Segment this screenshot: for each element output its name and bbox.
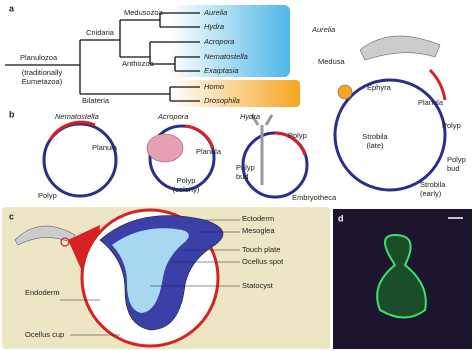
cycle-arrow-red [274,131,307,156]
panel-label: b [9,109,15,119]
root-label: Planulozoa [20,53,58,62]
stage-label: Polyp [288,131,307,140]
statocyst-shape [112,228,189,313]
stage-label: Planula [418,98,444,107]
cycle-title: Acropora [157,112,188,121]
cycle-arrow [148,124,216,192]
root-note: (traditionally [22,68,63,77]
panel-label: a [9,3,15,13]
stage-label: (colony) [173,185,200,194]
taxon: Homo [204,82,224,91]
panel-label: d [338,213,344,223]
medusa-icon [359,35,441,61]
cycle-arrow-red [428,68,447,101]
stage-label: Embryotheca [292,193,337,202]
hydra-icon [250,114,274,185]
cycle-arrow [333,78,447,192]
coral-icon [146,133,184,163]
leader-lines [60,219,240,336]
panel-label: c [9,211,14,221]
clade-label: Cnidaria [86,28,115,37]
tree [5,12,200,102]
taxon: Hydra [204,22,224,31]
stage-label: Planula [92,143,118,152]
structure-label: Endoderm [25,288,60,297]
structure-label: Statocyst [242,281,274,290]
stage-label: bud [236,172,249,181]
stage-label: (early) [420,189,442,198]
cycle-arrow-red [184,124,215,149]
stage-label: Strobila [420,180,446,189]
structure-label: Ocellus spot [242,257,284,266]
medusozoa-box [170,5,290,77]
clade-label: Medusozoa [124,8,164,17]
stage-label: (late) [366,141,384,150]
taxon: Nematostella [204,52,248,61]
cycle-title: Nematostella [55,112,99,121]
stage-label: Medusa [318,57,346,66]
cycle-arrow [42,122,118,198]
clade-label: Anthozoa [122,59,155,68]
stage-label: bud [447,164,460,173]
taxon: Drosophila [204,96,240,105]
stage-label: Polyp [236,163,255,172]
stage-label: Polyp [38,191,57,200]
ephyra-icon [337,84,353,100]
cycle-arrow-red [48,120,96,141]
stage-label: Polyp [442,121,461,130]
taxon: Exaiptasia [204,66,239,75]
stage-label: Planula [196,147,222,156]
stage-label: Ephyra [367,83,392,92]
root-note: Eumetazoa) [22,77,63,86]
cycle-title: Aurelia [311,25,335,34]
structure-label: Touch plate [242,245,280,254]
bilateria-box [170,80,300,107]
taxon: Acropora [203,37,234,46]
stage-label: Strobila [362,132,388,141]
cycle-title: Hydra [240,112,260,121]
taxon: Aurelia [203,8,227,17]
structure-label: Ectoderm [242,214,274,223]
clade-label: Bilateria [82,96,110,105]
structure-label: Mesoglea [242,226,275,235]
micrograph-structure [376,233,427,319]
stage-label: Polyp [447,155,466,164]
structure-label: Ocellus cup [25,330,64,339]
stage-label: Polyp [177,176,196,185]
